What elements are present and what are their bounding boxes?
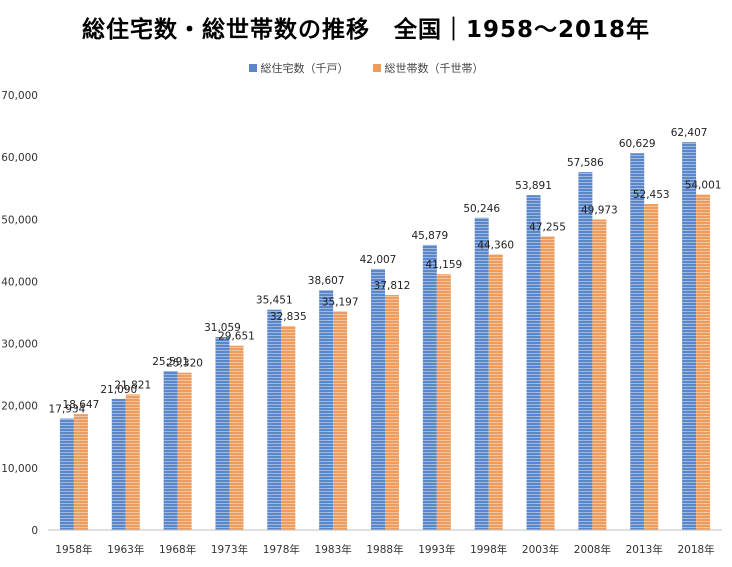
bars xyxy=(59,142,711,531)
bar-housing xyxy=(578,172,593,530)
data-label-households: 41,159 xyxy=(425,259,462,271)
data-label-households: 18,647 xyxy=(63,399,100,411)
data-label-housing: 45,879 xyxy=(411,230,448,242)
data-label-households: 32,835 xyxy=(270,311,307,323)
bar-households xyxy=(73,414,88,530)
data-label-housing: 17,934 xyxy=(49,404,86,416)
data-label-households: 29,651 xyxy=(218,331,255,343)
bar-housing xyxy=(474,217,489,530)
data-label-housing: 31,059 xyxy=(204,322,241,334)
x-tick-label: 1983年 xyxy=(315,543,352,556)
y-tick-label: 10,000 xyxy=(1,463,38,475)
bar-households xyxy=(488,254,503,530)
legend-swatch-households xyxy=(372,64,381,72)
data-label-households: 35,197 xyxy=(322,296,359,308)
y-tick-label: 30,000 xyxy=(1,339,38,351)
x-tick-label: 1963年 xyxy=(107,543,144,556)
x-tick-label: 1988年 xyxy=(366,543,403,556)
bar-households xyxy=(436,274,451,530)
data-label-housing: 21,090 xyxy=(100,384,137,396)
x-tick-label: 1958年 xyxy=(55,543,92,556)
data-label-housing: 53,891 xyxy=(515,180,552,192)
bar-households xyxy=(696,194,711,530)
bar-housing xyxy=(59,418,74,530)
x-axis: 1958年 1963年 1968年 1973年 1978年 1983年 1988年 1993年… xyxy=(48,529,722,556)
bar-housing xyxy=(111,398,126,530)
bar-housing xyxy=(422,244,437,531)
x-tick-label: 1973年 xyxy=(211,543,248,556)
chart-title: 総住宅数・総世帯数の推移 全国｜1958～2018年 xyxy=(81,17,651,43)
bar-households xyxy=(333,311,348,530)
y-tick-label: 60,000 xyxy=(1,152,38,164)
legend-item-households: 総世帯数（千世帯） xyxy=(372,60,484,76)
bar-households xyxy=(281,325,296,530)
data-label-households: 21,821 xyxy=(114,379,151,391)
bar-households xyxy=(125,394,140,530)
bar-households xyxy=(644,204,659,531)
x-tick-label: 2018年 xyxy=(677,543,714,556)
data-label-housing: 62,407 xyxy=(671,127,708,139)
x-tick-label: 1968年 xyxy=(159,543,196,556)
data-label-housing: 57,586 xyxy=(567,157,604,169)
bar-households xyxy=(177,372,192,530)
data-label-housing: 50,246 xyxy=(463,203,500,215)
bar-housing xyxy=(319,290,334,530)
bar-households xyxy=(385,295,399,530)
x-tick-label: 1998年 xyxy=(470,543,507,556)
data-label-households: 54,001 xyxy=(685,179,722,191)
bar-housing xyxy=(371,268,385,530)
data-label-housing: 42,007 xyxy=(360,254,397,266)
legend-label-housing: 総住宅数（千戸） xyxy=(260,62,349,75)
bar-households xyxy=(540,236,555,530)
bar-housing xyxy=(215,336,230,530)
y-tick-label: 0 xyxy=(31,525,38,537)
data-label-households: 47,255 xyxy=(529,221,566,233)
legend-swatch-housing xyxy=(248,64,257,72)
y-axis: 0 10,000 20,000 30,000 40,000 50,000 60,000 70,… xyxy=(1,90,38,537)
x-tick-label: 2013年 xyxy=(626,543,663,556)
data-label-households: 37,812 xyxy=(374,280,411,292)
bar-housing xyxy=(163,370,178,530)
data-label-households: 44,360 xyxy=(477,239,514,251)
data-label-housing: 60,629 xyxy=(619,138,656,150)
x-tick-label: 2008年 xyxy=(574,543,611,556)
data-label-households: 25,320 xyxy=(166,358,203,370)
bar-housing xyxy=(267,309,282,530)
legend-item-housing: 総住宅数（千戸） xyxy=(248,60,349,76)
bar-housing xyxy=(682,142,697,531)
y-tick-label: 20,000 xyxy=(1,401,38,413)
y-tick-label: 50,000 xyxy=(1,214,38,226)
legend: 総住宅数（千戸） 総世帯数（千世帯） xyxy=(0,60,732,76)
bar-housing xyxy=(630,153,645,530)
data-label-households: 49,973 xyxy=(581,204,618,216)
x-tick-label: 1978年 xyxy=(263,543,300,556)
y-tick-label: 70,000 xyxy=(1,90,38,102)
bar-households xyxy=(592,219,607,531)
bar-housing xyxy=(526,195,541,530)
y-tick-label: 40,000 xyxy=(1,276,38,288)
data-label-households: 52,453 xyxy=(633,189,670,201)
bar-households xyxy=(229,345,244,530)
data-label-housing: 35,451 xyxy=(256,295,293,307)
data-label-housing: 38,607 xyxy=(308,275,345,287)
data-label-housing: 25,591 xyxy=(152,356,189,368)
legend-label-households: 総世帯数（千世帯） xyxy=(384,62,484,75)
x-tick-label: 2003年 xyxy=(522,543,559,556)
x-tick-label: 1993年 xyxy=(418,543,455,556)
